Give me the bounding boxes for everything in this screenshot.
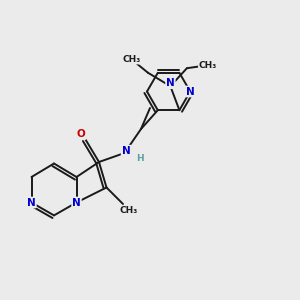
Text: N: N bbox=[166, 78, 175, 88]
Text: N: N bbox=[122, 146, 130, 156]
Text: N: N bbox=[27, 197, 36, 208]
Text: N: N bbox=[186, 86, 195, 97]
Text: H: H bbox=[136, 154, 144, 163]
Text: O: O bbox=[76, 129, 85, 139]
Text: N: N bbox=[72, 197, 81, 208]
Text: CH₃: CH₃ bbox=[199, 61, 217, 70]
Text: CH₃: CH₃ bbox=[119, 206, 137, 215]
Text: CH₃: CH₃ bbox=[122, 55, 140, 64]
